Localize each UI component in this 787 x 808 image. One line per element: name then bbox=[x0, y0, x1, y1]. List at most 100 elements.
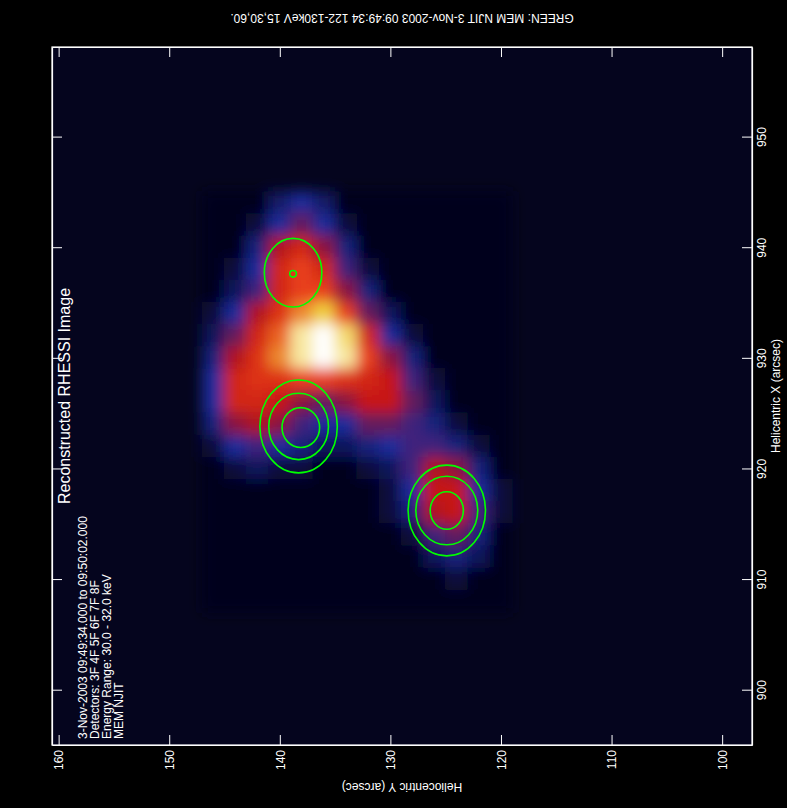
heatmap-cell bbox=[379, 324, 402, 347]
heatmap-cell bbox=[467, 479, 490, 502]
heatmap-cell bbox=[357, 568, 380, 591]
heatmap-cell bbox=[246, 523, 269, 546]
heatmap-cell bbox=[224, 346, 247, 369]
heatmap-cell bbox=[268, 191, 291, 214]
heatmap-cell bbox=[312, 302, 335, 325]
heatmap-cell bbox=[224, 258, 247, 281]
heatmap-cell bbox=[401, 214, 424, 237]
tick: 130 bbox=[384, 735, 398, 770]
heatmap-cell bbox=[268, 545, 291, 568]
tick bbox=[52, 247, 62, 248]
heatmap-cell bbox=[489, 236, 512, 259]
heatmap-cell bbox=[489, 523, 512, 546]
heatmap-cell bbox=[467, 435, 490, 458]
heatmap-cell bbox=[246, 346, 269, 369]
heatmap-cell bbox=[246, 435, 269, 458]
heatmap-cell bbox=[379, 368, 402, 391]
tick-mark bbox=[722, 735, 723, 745]
heatmap-cell bbox=[423, 258, 446, 281]
heatmap-cell bbox=[445, 435, 468, 458]
heatmap-cell bbox=[290, 457, 313, 480]
heatmap-cell bbox=[489, 435, 512, 458]
contour bbox=[282, 408, 320, 448]
heatmap-cell bbox=[202, 258, 225, 281]
heatmap-cell bbox=[312, 346, 335, 369]
heatmap-cell bbox=[379, 214, 402, 237]
heatmap-cell bbox=[379, 236, 402, 259]
plot-area bbox=[52, 47, 752, 745]
heatmap-cell bbox=[290, 191, 313, 214]
heatmap-cell bbox=[445, 280, 468, 303]
tick-mark bbox=[501, 735, 502, 745]
tick-mark bbox=[390, 735, 391, 745]
heatmap-cell bbox=[467, 214, 490, 237]
tick-mark bbox=[59, 735, 60, 745]
heatmap-cell bbox=[335, 346, 358, 369]
heatmap-cell bbox=[423, 324, 446, 347]
tick-label: 940 bbox=[755, 237, 769, 257]
heatmap-cell bbox=[202, 501, 225, 524]
heatmap-cell bbox=[445, 413, 468, 436]
heatmap-cell bbox=[268, 568, 291, 591]
heatmap-cell bbox=[202, 457, 225, 480]
heatmap-cell bbox=[489, 457, 512, 480]
contour bbox=[264, 238, 322, 307]
heatmap-cell bbox=[357, 191, 380, 214]
tick-mark bbox=[722, 47, 723, 57]
heatmap-cell bbox=[246, 236, 269, 259]
tick: 900 bbox=[742, 680, 769, 700]
heatmap-cell bbox=[246, 368, 269, 391]
heatmap-cell bbox=[489, 214, 512, 237]
heatmap-cell bbox=[357, 457, 380, 480]
tick-label: 130 bbox=[384, 750, 398, 770]
heatmap-cell bbox=[246, 324, 269, 347]
heatmap-cell bbox=[268, 302, 291, 325]
heatmap-cell bbox=[445, 545, 468, 568]
heatmap-cell bbox=[445, 501, 468, 524]
heatmap-cell bbox=[401, 368, 424, 391]
heatmap-cell bbox=[401, 435, 424, 458]
tick-label: 930 bbox=[755, 348, 769, 368]
heatmap-cell bbox=[379, 191, 402, 214]
tick: 940 bbox=[742, 237, 769, 257]
contours bbox=[260, 238, 486, 555]
heatmap-cell bbox=[379, 258, 402, 281]
heatmap-cell bbox=[489, 280, 512, 303]
plot-frame bbox=[52, 47, 752, 745]
heatmap-cell bbox=[423, 501, 446, 524]
heatmap-cell bbox=[335, 236, 358, 259]
heatmap-cell bbox=[335, 435, 358, 458]
heatmap-cell bbox=[246, 501, 269, 524]
texts: GREEN: MEM NJIT 3-Nov-2003 09:49:34 122-… bbox=[56, 11, 783, 794]
heatmap-cell bbox=[379, 523, 402, 546]
heatmap-cell bbox=[224, 435, 247, 458]
heatmap-cell bbox=[489, 191, 512, 214]
heatmap-cell bbox=[401, 258, 424, 281]
heatmap-cell bbox=[202, 568, 225, 591]
heatmap-cell bbox=[268, 258, 291, 281]
contour bbox=[416, 476, 478, 545]
heatmap-cell bbox=[423, 391, 446, 414]
heatmap-cell bbox=[379, 568, 402, 591]
heatmap-cell bbox=[290, 258, 313, 281]
heatmap-cell bbox=[202, 391, 225, 414]
contour bbox=[408, 465, 485, 556]
heatmap-cell bbox=[357, 236, 380, 259]
heatmap-cell bbox=[290, 346, 313, 369]
heatmap-cell bbox=[312, 280, 335, 303]
heatmap-cell bbox=[224, 568, 247, 591]
tick-label: 140 bbox=[274, 750, 288, 770]
heatmap-cell bbox=[312, 479, 335, 502]
heatmap-cell bbox=[224, 391, 247, 414]
tick bbox=[722, 47, 723, 57]
heatmap-cell bbox=[357, 501, 380, 524]
heatmap-cell bbox=[290, 214, 313, 237]
heatmap-cell bbox=[357, 391, 380, 414]
heatmap-cell bbox=[379, 413, 402, 436]
tick-mark bbox=[52, 137, 62, 138]
heatmap-cell bbox=[489, 590, 512, 613]
heatmap-cell bbox=[224, 413, 247, 436]
tick-label: 120 bbox=[495, 750, 509, 770]
heatmap-cell bbox=[246, 545, 269, 568]
tick bbox=[169, 47, 170, 57]
